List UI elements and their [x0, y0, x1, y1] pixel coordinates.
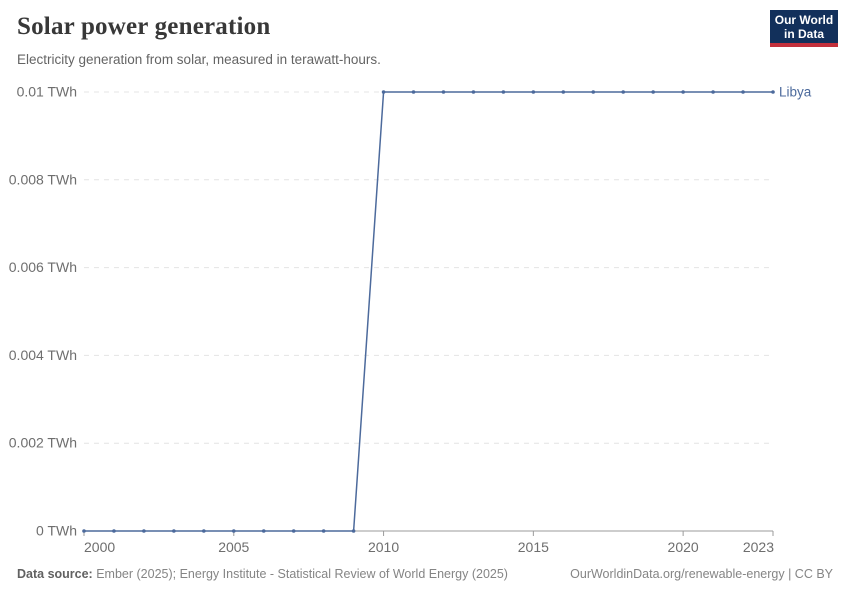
data-point[interactable]: [471, 90, 476, 94]
data-point[interactable]: [381, 90, 386, 94]
data-point[interactable]: [321, 529, 326, 533]
owid-url-link[interactable]: OurWorldinData.org/renewable-energy | CC…: [570, 567, 833, 581]
page-title: Solar power generation: [17, 13, 271, 40]
y-tick-label: 0.004 TWh: [9, 347, 77, 363]
data-point[interactable]: [142, 529, 146, 533]
data-point[interactable]: [82, 529, 86, 533]
data-point[interactable]: [291, 529, 296, 533]
data-point[interactable]: [172, 529, 176, 533]
x-tick-label: 2000: [84, 539, 115, 555]
owid-logo[interactable]: Our World in Data: [770, 10, 838, 47]
chart-footer: Data source: Ember (2025); Energy Instit…: [17, 567, 833, 581]
data-point[interactable]: [771, 90, 775, 94]
data-point[interactable]: [202, 529, 206, 533]
y-tick-label: 0.002 TWh: [9, 435, 77, 451]
data-source-label: Data source:: [17, 567, 93, 581]
footer-link-wrap: OurWorldinData.org/renewable-energy | CC…: [570, 567, 833, 581]
data-point[interactable]: [561, 90, 566, 94]
data-source-note: Data source: Ember (2025); Energy Instit…: [17, 567, 508, 581]
data-point[interactable]: [651, 90, 655, 94]
data-point[interactable]: [441, 90, 446, 94]
series-label-libya[interactable]: Libya: [779, 85, 812, 100]
x-tick-label: 2005: [218, 539, 249, 555]
y-tick-label: 0.008 TWh: [9, 171, 77, 187]
data-source-text: Ember (2025); Energy Institute - Statist…: [92, 567, 508, 581]
data-point[interactable]: [711, 90, 715, 94]
data-point[interactable]: [621, 90, 626, 94]
x-tick-label: 2023: [743, 539, 774, 555]
y-tick-label: 0.01 TWh: [17, 84, 77, 100]
data-point[interactable]: [681, 90, 685, 94]
data-point[interactable]: [591, 90, 596, 94]
data-point[interactable]: [741, 90, 745, 94]
data-point[interactable]: [411, 90, 416, 94]
x-tick-label: 2015: [518, 539, 549, 555]
owid-logo-line2: in Data: [783, 26, 824, 41]
data-point[interactable]: [531, 90, 536, 94]
x-tick-label: 2010: [368, 539, 399, 555]
data-point[interactable]: [261, 529, 266, 533]
owid-logo-line1: Our World: [774, 12, 834, 27]
data-point[interactable]: [112, 529, 116, 533]
x-tick-label: 2020: [668, 539, 699, 555]
data-point[interactable]: [351, 529, 356, 533]
data-line-libya[interactable]: [84, 91, 773, 532]
y-tick-label: 0 TWh: [36, 523, 77, 539]
data-point[interactable]: [501, 90, 506, 94]
y-tick-label: 0.006 TWh: [9, 259, 77, 275]
data-point[interactable]: [231, 529, 236, 533]
chart-subtitle: Electricity generation from solar, measu…: [17, 52, 381, 67]
